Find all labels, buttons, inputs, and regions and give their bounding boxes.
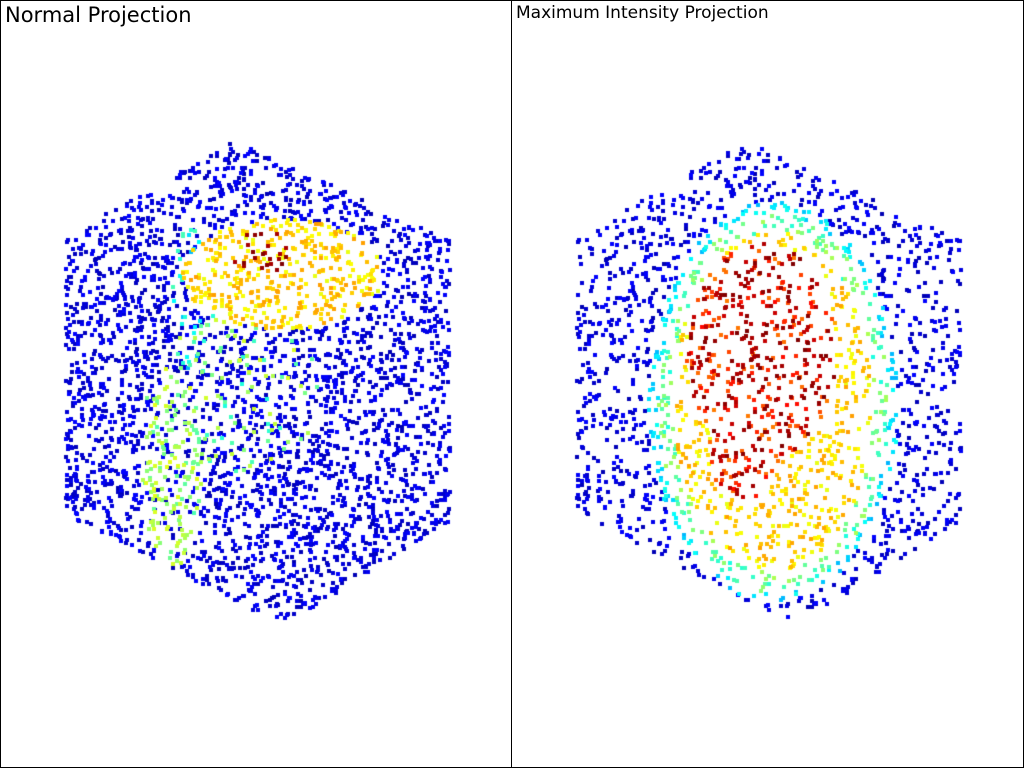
mip-volume-render[interactable] [512, 1, 1023, 767]
normal-projection-volume-render[interactable] [1, 1, 511, 767]
normal-projection-title: Normal Projection [5, 3, 192, 27]
mip-title: Maximum Intensity Projection [516, 3, 769, 23]
normal-projection-viewport[interactable]: Normal Projection [0, 0, 512, 768]
mip-viewport[interactable]: Maximum Intensity Projection [511, 0, 1024, 768]
